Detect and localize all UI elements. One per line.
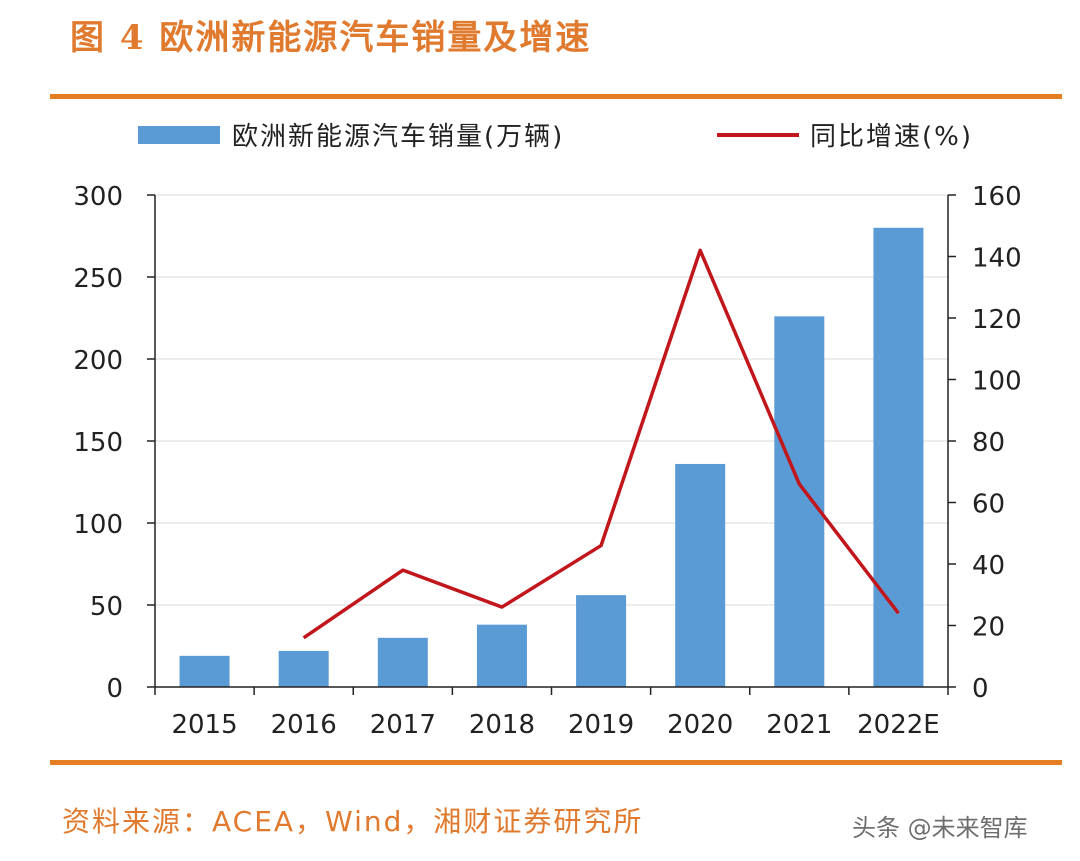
y-left-tick-label: 300 xyxy=(73,182,123,212)
y-right-tick-label: 80 xyxy=(972,428,1005,458)
bar xyxy=(873,227,924,688)
y-right-tick-label: 40 xyxy=(972,551,1005,581)
y-right-tick-label: 140 xyxy=(972,244,1022,274)
tick-labels: 0 50 100 150 200 250 300 0 20 40 60 80 100 120 140 160 2… xyxy=(73,182,1021,740)
bars xyxy=(179,227,924,688)
y-left-tick-label: 100 xyxy=(73,510,123,540)
x-tick-label: 2022E xyxy=(857,710,940,740)
y-left-tick-label: 250 xyxy=(73,264,123,294)
bar xyxy=(774,316,825,687)
legend-line-swatch xyxy=(717,133,799,137)
y-left-tick-label: 0 xyxy=(106,674,123,704)
legend-line-label: 同比增速(%) xyxy=(810,122,973,152)
x-tick-label: 2018 xyxy=(469,710,535,740)
bar xyxy=(179,655,230,687)
y-left-tick-label: 200 xyxy=(73,346,123,376)
y-left-tick-label: 50 xyxy=(90,592,123,622)
gridlines xyxy=(155,194,948,606)
x-tick-label: 2017 xyxy=(370,710,436,740)
source-note: 资料来源：ACEA，Wind，湘财证券研究所 xyxy=(62,805,644,838)
x-tick-label: 2016 xyxy=(271,710,337,740)
y-right-tick-label: 100 xyxy=(972,367,1022,397)
legend: 欧洲新能源汽车销量(万辆) 同比增速(%) xyxy=(0,112,1080,156)
x-tick-label: 2021 xyxy=(766,710,832,740)
x-tick-label: 2015 xyxy=(171,710,237,740)
bar xyxy=(476,624,527,687)
top-rule xyxy=(50,94,1062,99)
axes xyxy=(147,194,956,695)
y-right-tick-label: 160 xyxy=(972,182,1022,212)
x-tick-label: 2019 xyxy=(568,710,634,740)
legend-bar-label: 欧洲新能源汽车销量(万辆) xyxy=(232,122,565,152)
y-right-tick-label: 120 xyxy=(972,305,1022,335)
legend-bar-swatch xyxy=(138,126,220,144)
y-right-tick-label: 0 xyxy=(972,674,989,704)
growth-line xyxy=(302,248,900,640)
y-left-tick-label: 150 xyxy=(73,428,123,458)
bar xyxy=(675,463,726,687)
bottom-rule xyxy=(50,760,1062,765)
y-right-tick-label: 20 xyxy=(972,613,1005,643)
x-tick-label: 2020 xyxy=(667,710,733,740)
bar xyxy=(576,595,627,687)
watermark: 头条 @未来智库 xyxy=(852,814,1028,842)
y-right-tick-label: 60 xyxy=(972,490,1005,520)
bar xyxy=(278,650,329,687)
figure-title: 图 4 欧洲新能源汽车销量及增速 xyxy=(70,18,592,58)
bar xyxy=(377,637,428,687)
